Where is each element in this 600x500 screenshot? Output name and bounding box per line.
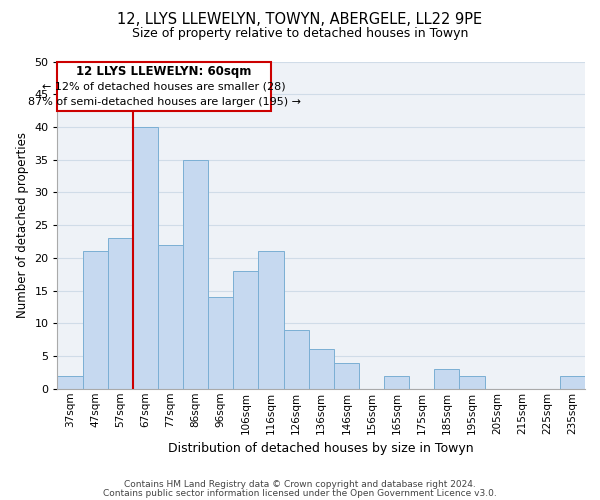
Bar [183, 160, 208, 389]
Bar [259, 252, 284, 389]
X-axis label: Distribution of detached houses by size in Towyn: Distribution of detached houses by size … [169, 442, 474, 455]
Bar [434, 369, 460, 389]
Text: 87% of semi-detached houses are larger (195) →: 87% of semi-detached houses are larger (… [28, 97, 301, 107]
Bar [133, 127, 158, 389]
Bar [560, 376, 585, 389]
Bar [158, 245, 183, 389]
Text: Size of property relative to detached houses in Towyn: Size of property relative to detached ho… [132, 28, 468, 40]
Bar [308, 350, 334, 389]
Text: 12 LLYS LLEWELYN: 60sqm: 12 LLYS LLEWELYN: 60sqm [76, 65, 252, 78]
Bar [208, 297, 233, 389]
Y-axis label: Number of detached properties: Number of detached properties [16, 132, 29, 318]
Text: Contains HM Land Registry data © Crown copyright and database right 2024.: Contains HM Land Registry data © Crown c… [124, 480, 476, 489]
Bar [233, 271, 259, 389]
Bar [107, 238, 133, 389]
Text: 12, LLYS LLEWELYN, TOWYN, ABERGELE, LL22 9PE: 12, LLYS LLEWELYN, TOWYN, ABERGELE, LL22… [118, 12, 482, 28]
FancyBboxPatch shape [58, 62, 271, 110]
Text: ← 12% of detached houses are smaller (28): ← 12% of detached houses are smaller (28… [43, 82, 286, 92]
Text: Contains public sector information licensed under the Open Government Licence v3: Contains public sector information licen… [103, 488, 497, 498]
Bar [384, 376, 409, 389]
Bar [334, 362, 359, 389]
Bar [58, 376, 83, 389]
Bar [83, 252, 107, 389]
Bar [460, 376, 485, 389]
Bar [284, 330, 308, 389]
